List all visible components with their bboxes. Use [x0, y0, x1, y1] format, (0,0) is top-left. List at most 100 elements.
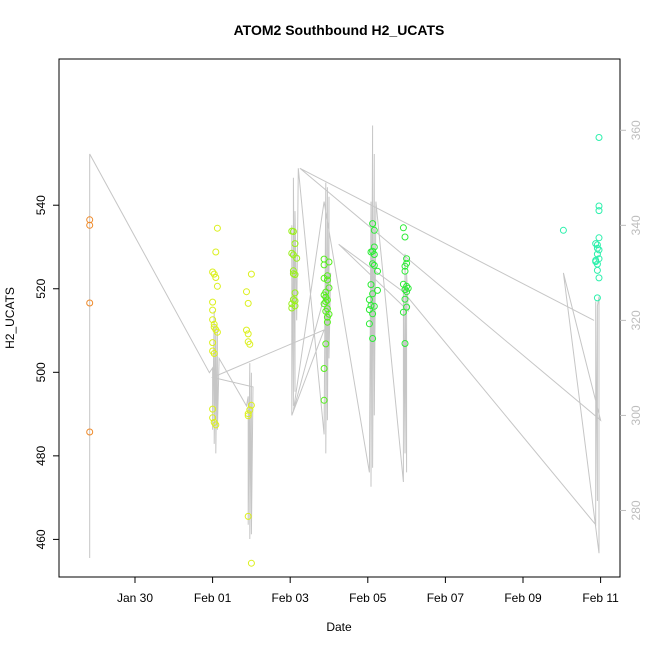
data-point: [593, 294, 601, 302]
y2-tick-label: 280: [629, 500, 643, 520]
data-point: [595, 274, 603, 282]
points-layer: [86, 134, 603, 567]
series-2: [288, 227, 301, 312]
data-point: [403, 303, 411, 311]
data-point: [210, 270, 218, 278]
data-point: [291, 289, 299, 297]
x-tick-label: Feb 01: [194, 591, 232, 605]
data-point: [209, 306, 217, 314]
data-point: [213, 328, 221, 336]
y2-tick-label: 300: [629, 405, 643, 425]
data-point: [559, 226, 567, 234]
data-point: [243, 326, 250, 334]
data-point: [86, 299, 94, 307]
y2-tick-label: 360: [629, 120, 643, 140]
data-point: [209, 268, 217, 276]
data-point: [369, 310, 377, 318]
data-point: [593, 266, 601, 274]
data-point: [370, 302, 378, 310]
y-tick-label: 460: [34, 529, 48, 549]
data-point: [403, 282, 411, 290]
data-point: [209, 316, 217, 324]
data-point: [213, 224, 221, 232]
data-point: [320, 396, 328, 404]
data-point: [293, 254, 301, 262]
data-point: [323, 276, 331, 284]
x-axis-label: Date: [326, 620, 352, 634]
data-point: [320, 365, 328, 372]
data-point: [291, 271, 299, 279]
data-point: [213, 282, 221, 290]
data-point: [399, 224, 407, 232]
y-tick-label: 480: [34, 446, 48, 466]
data-point: [367, 281, 375, 289]
data-point: [244, 330, 252, 338]
y-axis-right: 280 300 320 340 360: [620, 120, 643, 520]
data-point: [289, 296, 297, 304]
data-point: [244, 412, 252, 420]
data-point: [401, 262, 409, 270]
data-point: [212, 248, 220, 256]
data-point: [247, 270, 255, 278]
data-point: [320, 291, 328, 299]
data-point: [595, 202, 603, 210]
data-point: [401, 340, 409, 347]
data-point: [209, 414, 217, 422]
data-point: [243, 288, 250, 296]
data-point: [246, 340, 254, 348]
data-point: [288, 304, 296, 312]
data-point: [595, 134, 603, 141]
x-tick-label: Feb 11: [582, 591, 619, 605]
data-point: [374, 267, 381, 275]
data-point: [291, 240, 299, 248]
y2-tick-label: 340: [629, 215, 643, 235]
series-3: [320, 255, 333, 404]
data-point: [244, 299, 252, 307]
secondary-line-layer: [89, 125, 602, 558]
x-tick-label: Feb 03: [272, 591, 310, 605]
data-point: [323, 318, 331, 326]
data-point: [288, 249, 296, 257]
data-point: [247, 401, 255, 409]
data-point: [322, 340, 330, 348]
data-point: [374, 286, 381, 294]
data-point: [289, 267, 297, 275]
x-tick-label: Feb 05: [349, 591, 387, 605]
data-point: [365, 320, 373, 328]
series-1: [209, 224, 255, 567]
data-point: [244, 410, 252, 418]
data-point: [401, 286, 409, 294]
chart-title: ATOM2 Southbound H2_UCATS: [234, 22, 445, 38]
data-point: [86, 428, 94, 436]
data-point: [323, 313, 331, 321]
data-point: [404, 284, 412, 292]
data-point: [244, 512, 252, 520]
y-axis: 460 480 500 520 540: [34, 195, 59, 549]
y-tick-label: 500: [34, 362, 48, 382]
data-point: [369, 290, 377, 298]
data-point: [595, 207, 603, 215]
data-point: [370, 226, 378, 234]
data-point: [209, 298, 217, 306]
x-tick-label: Feb 09: [504, 591, 542, 605]
series-5: [559, 134, 603, 302]
data-point: [399, 308, 407, 316]
data-point: [212, 421, 220, 429]
x-axis: Jan 30 Feb 01 Feb 03 Feb 05 Feb 07 Feb 09 Feb …: [117, 577, 619, 605]
data-point: [369, 220, 377, 228]
data-point: [401, 267, 409, 275]
data-point: [212, 274, 220, 281]
data-point: [209, 405, 217, 413]
y-tick-label: 520: [34, 278, 48, 298]
series-4: [365, 220, 412, 347]
data-point: [369, 260, 377, 268]
data-point: [401, 233, 409, 241]
data-point: [593, 241, 601, 249]
data-point: [320, 274, 328, 282]
y-axis-label: H2_UCATS: [3, 287, 17, 349]
data-point: [322, 298, 330, 306]
y2-tick-label: 320: [629, 310, 643, 330]
data-point: [86, 221, 94, 229]
series-0: [86, 216, 94, 436]
